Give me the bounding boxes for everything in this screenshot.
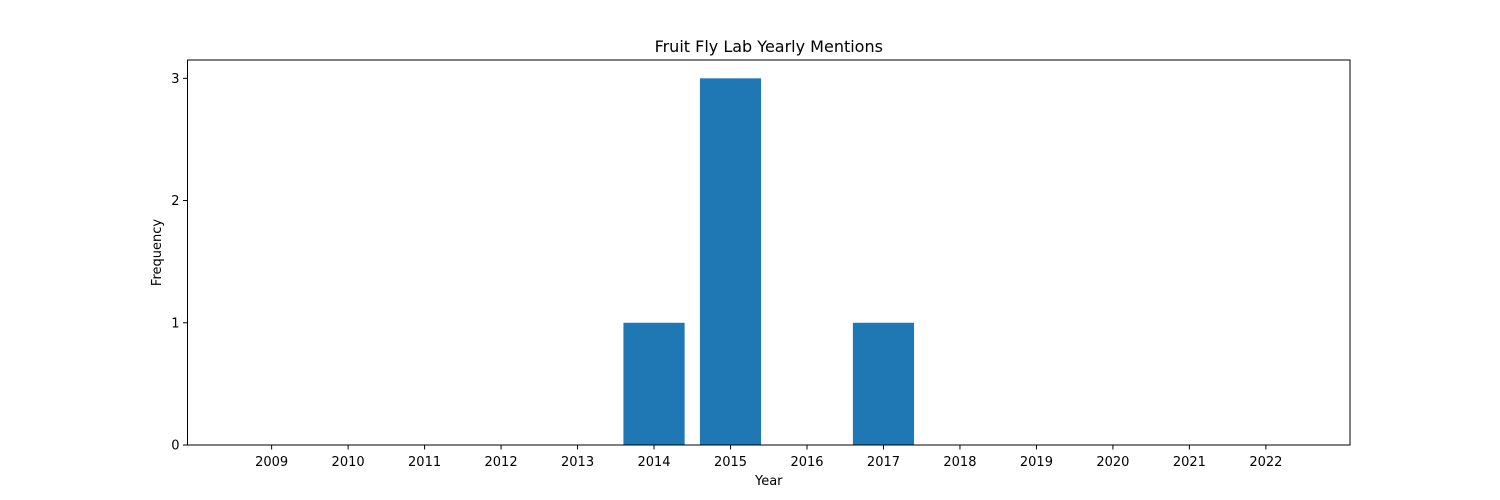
- chart-title: Fruit Fly Lab Yearly Mentions: [655, 37, 883, 56]
- bar-2015: [699, 78, 762, 445]
- x-tick-label: 2014: [637, 455, 670, 470]
- x-tick-label: 2016: [790, 455, 823, 470]
- x-tick-label: 2020: [1096, 455, 1129, 470]
- y-axis-ticks: 0 1 2 3: [171, 72, 188, 454]
- bar-2017: [852, 322, 915, 445]
- x-tick-label: 2009: [255, 455, 288, 470]
- y-tick-label: 3: [171, 72, 179, 87]
- x-tick-label: 2018: [943, 455, 976, 470]
- x-tick-label: 2015: [714, 455, 747, 470]
- x-tick-label: 2017: [867, 455, 900, 470]
- x-tick-label: 2011: [408, 455, 441, 470]
- x-tick-label: 2022: [1249, 455, 1282, 470]
- x-tick-label: 2010: [332, 455, 365, 470]
- plot-frame: [187, 59, 1351, 446]
- y-axis-label: Frequency: [150, 219, 165, 286]
- bars-layer: [623, 78, 915, 445]
- x-tick-label: 2012: [485, 455, 518, 470]
- y-tick-label: 1: [171, 316, 179, 331]
- y-tick-label: 2: [171, 194, 179, 209]
- x-tick-label: 2021: [1173, 455, 1206, 470]
- x-tick-label: 2013: [561, 455, 594, 470]
- x-tick-label: 2019: [1020, 455, 1053, 470]
- bar-2014: [623, 322, 685, 445]
- x-axis-ticks: 2009 2010 2011 2012 2013 2014 2015 2016 2017 2018…: [255, 445, 1282, 470]
- x-axis-label: Year: [754, 474, 783, 489]
- y-tick-label: 0: [171, 439, 179, 454]
